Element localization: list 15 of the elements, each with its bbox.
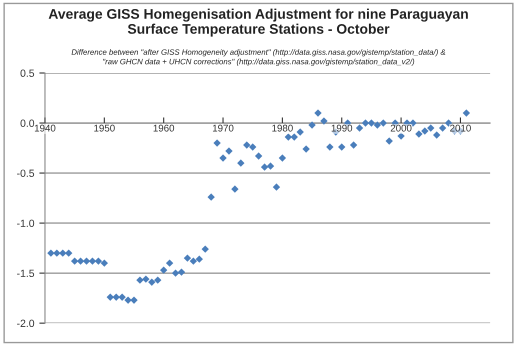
y-tick-label: -2.0 <box>17 320 34 328</box>
x-tick-label: 1970 <box>212 124 234 132</box>
x-tick-label: 1940 <box>34 124 56 132</box>
y-tick-label: 0.0 <box>20 120 34 127</box>
x-tick-label: 1980 <box>272 124 293 132</box>
chart-title: Average GISS Homegenisation Adjustment for nine Paraguayan Surface Temperature Stations - October <box>48 8 468 37</box>
x-tick-label: 1990 <box>332 124 352 132</box>
y-tick-label: -1.0 <box>17 220 34 227</box>
x-tick-label: 1950 <box>94 124 115 132</box>
x-tick-label: 2000 <box>390 124 412 132</box>
y-tick-label: 0.5 <box>20 70 34 77</box>
x-tick-label: 2010 <box>450 124 471 132</box>
y-tick-label: -1.5 <box>17 270 34 278</box>
x-tick-label: 1960 <box>154 124 174 132</box>
y-tick-label: -0.5 <box>17 170 34 177</box>
